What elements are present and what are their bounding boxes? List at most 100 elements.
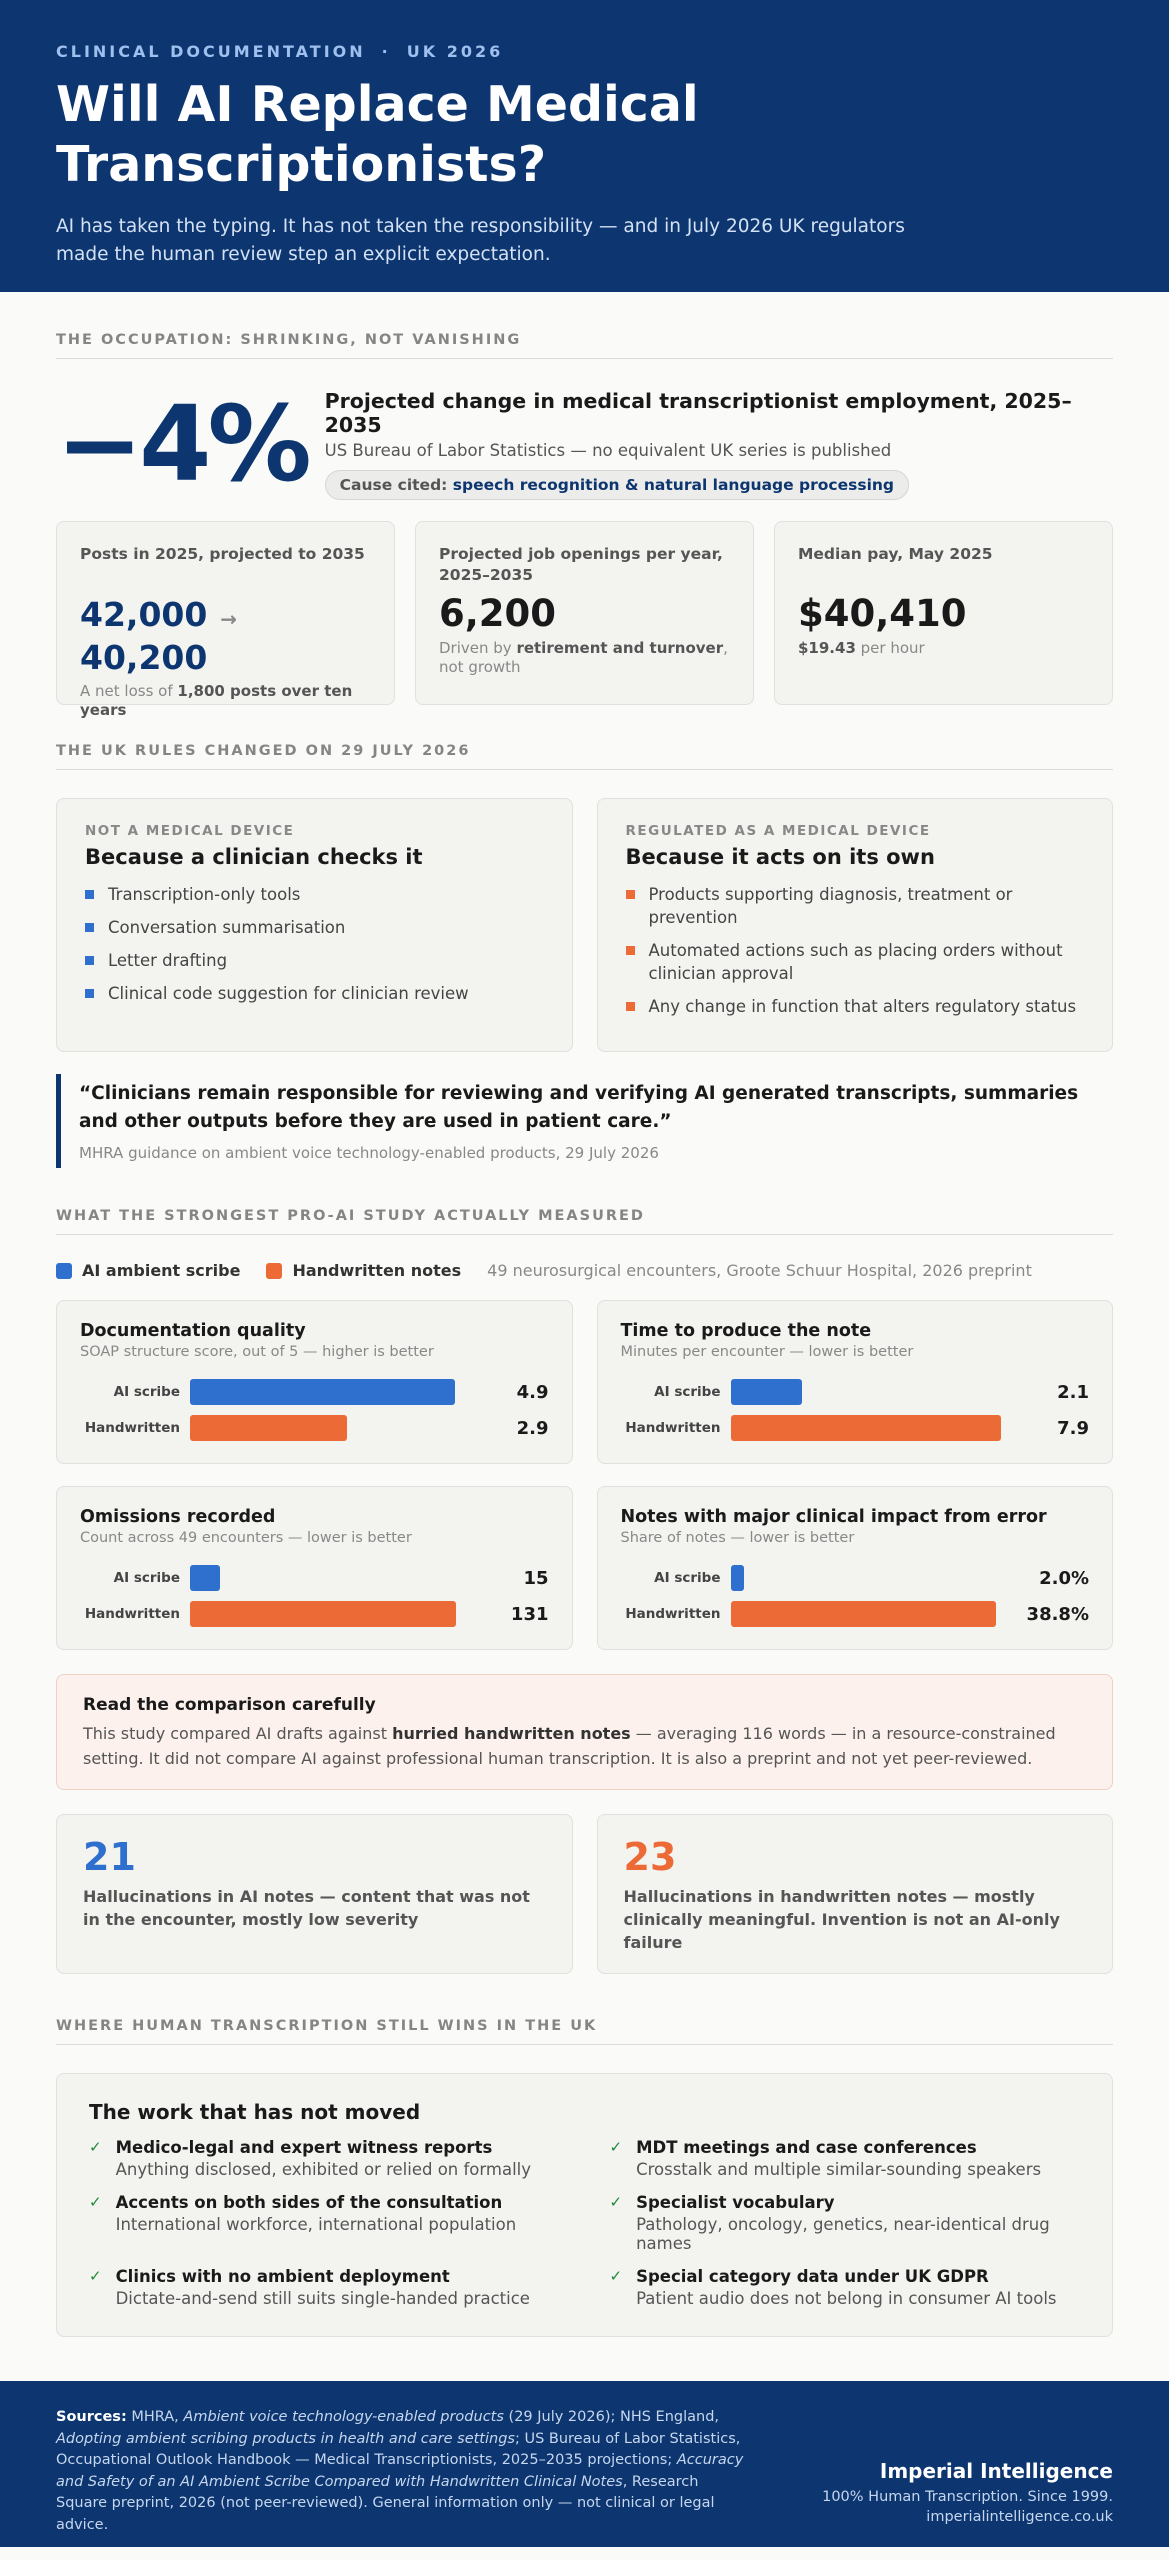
item-text: Letter drafting (108, 951, 228, 970)
brand-url[interactable]: imperialintelligence.co.uk (926, 2509, 1113, 2525)
work-item: ✓ Accents on both sides of the consultati… (89, 2193, 560, 2253)
bar-track (190, 1565, 460, 1591)
headline-stat: −4% Projected change in medical transcri… (56, 383, 1113, 505)
stat-description: Projected change in medical transcriptio… (324, 388, 1113, 500)
list-item: Clinical code suggestion for clinician r… (85, 982, 544, 1005)
cause-label: Cause cited: (339, 475, 448, 494)
not-device-list: Transcription-only tools Conversation su… (85, 883, 544, 1005)
bar-row: AI scribe 15 (80, 1560, 549, 1596)
bullet-icon (85, 890, 94, 899)
card-label: Median pay, May 2025 (798, 545, 993, 563)
item-text: Clinical code suggestion for clinician r… (108, 984, 469, 1003)
occupation-section: THE OCCUPATION: SHRINKING, NOT VANISHING… (56, 292, 1113, 719)
card-value: 6,200 (439, 592, 557, 635)
bar-row: AI scribe 2.0% (621, 1560, 1089, 1596)
bar (190, 1601, 456, 1627)
bar-value-label: 7.9 (1057, 1417, 1089, 1439)
work-desc: Anything disclosed, exhibited or relied … (115, 2160, 532, 2179)
card-value: $40,410 (798, 592, 967, 635)
chart-title: Time to produce the note (620, 1321, 872, 1341)
card-note: A net loss of 1,800 posts over ten years (80, 682, 371, 720)
note-bold: 1,800 posts over ten years (80, 682, 353, 719)
ai-hallucination-card: 21 Hallucinations in AI notes — content … (56, 1814, 573, 1974)
stat-headline: Projected change in medical transcriptio… (324, 388, 1072, 437)
chart-bars: AI scribe 2.0% Handwritten 38.8% (621, 1560, 1089, 1632)
item-text: Products supporting diagnosis, treatment… (648, 885, 1013, 927)
bar (190, 1565, 221, 1591)
pay-card: Median pay, May 2025 $40,410 $19.43 per … (774, 521, 1113, 705)
list-item: Transcription-only tools (85, 883, 544, 906)
bullet-icon (625, 946, 635, 955)
handwritten-swatch (266, 1262, 283, 1279)
bullet-icon (625, 890, 635, 899)
list-item: Any change in function that alters regul… (625, 995, 1085, 1018)
note-text: , not growth (439, 639, 728, 676)
ai-hallucination-count: 21 (83, 1835, 136, 1879)
caution-text: This study compared AI drafts against hu… (83, 1721, 1086, 1771)
work-title: Special category data under UK GDPR (636, 2267, 989, 2286)
caution-title: Read the comparison carefully (83, 1695, 376, 1715)
posts-from: 42,000 (80, 595, 208, 634)
chart-subtitle: Minutes per encounter — lower is better (620, 1344, 914, 1360)
card-title: Because a clinician checks it (85, 845, 423, 869)
bullet-icon (85, 989, 94, 998)
section-heading: THE OCCUPATION: SHRINKING, NOT VANISHING (56, 332, 1113, 359)
bullet-icon (85, 923, 94, 932)
bullet-icon (625, 1002, 635, 1011)
work-item: ✓ Clinics with no ambient deployment Dicta… (89, 2267, 560, 2308)
bar-track (190, 1379, 460, 1405)
human-work-card: The work that has not moved ✓ Medico-lega… (56, 2073, 1113, 2337)
legend-label: AI ambient scribe (82, 1261, 241, 1280)
rules-cards: NOT A MEDICAL DEVICE Because a clinician… (56, 798, 1113, 1052)
legend-ai: AI ambient scribe (56, 1261, 240, 1280)
bar-track (730, 1601, 1001, 1627)
source-title: Accuracy and Safety of an AI Ambient Scr… (56, 2452, 744, 2490)
card-value: 42,000 → 40,200 (80, 592, 371, 678)
check-icon: ✓ (609, 2138, 623, 2156)
footer: Sources: MHRA, Ambient voice technology-… (0, 2381, 1169, 2547)
bar-chart: Notes with major clinical impact from er… (596, 1486, 1113, 1650)
bar-track (730, 1379, 1001, 1405)
caution-part: — averaging 116 words — in a resource-co… (83, 1724, 1056, 1768)
card-kicker: NOT A MEDICAL DEVICE (85, 823, 295, 839)
chart-legend: AI ambient scribe Handwritten notes 49 n… (56, 1261, 1113, 1280)
list-item: Automated actions such as placing orders… (625, 939, 1085, 985)
bar (730, 1415, 1001, 1441)
check-icon: ✓ (89, 2138, 102, 2156)
study-context: 49 neurosurgical encounters, Groote Schu… (487, 1261, 1032, 1280)
bar (730, 1601, 996, 1627)
work-title: MDT meetings and case conferences (636, 2138, 977, 2157)
hallucination-cards: 21 Hallucinations in AI notes — content … (56, 1814, 1113, 1974)
bar (730, 1565, 745, 1591)
chart-title: Documentation quality (80, 1321, 306, 1341)
card-note: Driven by retirement and turnover, not g… (439, 639, 730, 677)
bar-category-label: AI scribe (113, 1384, 180, 1400)
sources-label: Sources: (56, 2409, 127, 2425)
legend-label: Handwritten notes (292, 1261, 462, 1280)
work-item: ✓ MDT meetings and case conferences Crosst… (610, 2138, 1081, 2179)
employment-change-stat: −4% (56, 383, 312, 505)
item-text: Automated actions such as placing orders… (648, 941, 1063, 983)
brand-block: Imperial Intelligence 100% Human Transcr… (822, 2407, 1113, 2525)
bar-row: Handwritten 131 (80, 1596, 549, 1632)
bar-track (190, 1415, 460, 1441)
section-heading: WHERE HUMAN TRANSCRIPTION STILL WINS IN … (56, 2018, 1113, 2045)
bar-value-label: 15 (523, 1567, 549, 1589)
check-icon: ✓ (609, 2193, 623, 2211)
item-text: Transcription-only tools (108, 885, 301, 904)
source-text: , Research Square preprint, 2026 (not pe… (56, 2473, 715, 2533)
work-list: ✓ Medico-legal and expert witness reports… (89, 2138, 1080, 2308)
bar-row: AI scribe 2.1 (621, 1374, 1089, 1410)
handwritten-hallucination-card: 23 Hallucinations in handwritten notes —… (596, 1814, 1113, 1974)
list-item: Letter drafting (85, 949, 544, 972)
study-section: WHAT THE STRONGEST PRO-AI STUDY ACTUALLY… (56, 1168, 1113, 1974)
comparison-charts: Documentation quality SOAP structure scor… (56, 1300, 1113, 1650)
caution-callout: Read the comparison carefully This study… (56, 1674, 1113, 1790)
kicker-separator: · (381, 42, 391, 61)
stat-source: US Bureau of Labor Statistics — no equiv… (324, 440, 892, 460)
work-item: ✓ Special category data under UK GDPR Pati… (610, 2267, 1081, 2308)
chart-bars: AI scribe 4.9 Handwritten 2.9 (80, 1374, 549, 1446)
bar-category-label: AI scribe (654, 1384, 721, 1400)
bar-category-label: AI scribe (654, 1570, 721, 1586)
work-desc: International workforce, international p… (115, 2215, 517, 2234)
